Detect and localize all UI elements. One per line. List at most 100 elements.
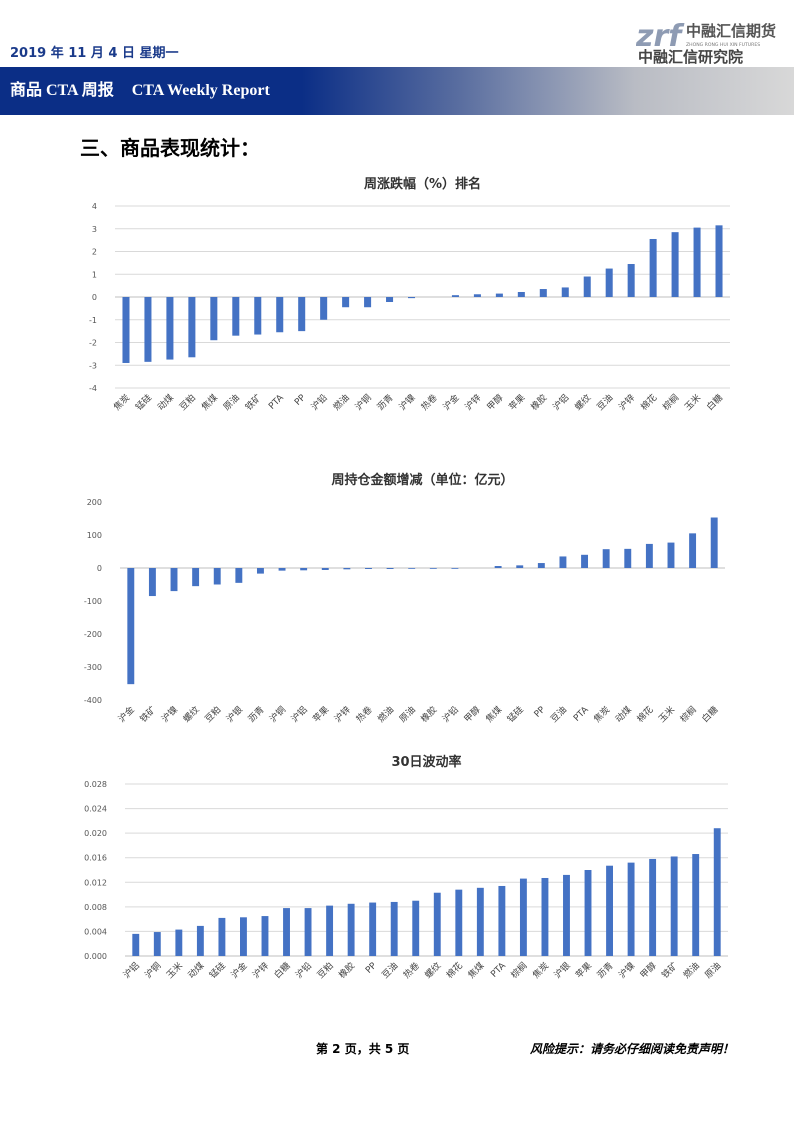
bar (122, 297, 130, 363)
bar (627, 264, 635, 297)
bar (689, 533, 697, 568)
bar (649, 238, 657, 297)
y-tick-label: 0 (92, 293, 97, 302)
category-label: 动煤 (185, 960, 206, 981)
company-logo: zrf 中融汇信期货 ZHONG RONG HUI XIN FUTURES 中融… (636, 19, 776, 64)
bar (715, 225, 723, 297)
y-tick-label: 2 (92, 248, 97, 257)
bar (304, 908, 312, 956)
bar (561, 287, 569, 297)
bar (343, 568, 351, 570)
bar (412, 900, 420, 956)
bar (369, 902, 377, 956)
bar (563, 874, 570, 956)
bar (537, 563, 545, 568)
y-tick-label: 1 (92, 270, 97, 279)
bar (283, 908, 290, 956)
category-label: 螺纹 (572, 392, 593, 413)
bar (581, 554, 589, 568)
category-label: 豆粕 (202, 704, 223, 725)
category-label: 沪银 (224, 704, 245, 725)
position-change-chart: 周持仓金额增减（单位：亿元） 200 100 0 -100 -200 -300 -400 沪金铁… (84, 472, 725, 725)
y-tick-label: -1 (89, 316, 97, 325)
weekly-change-chart: 周涨跌幅（%）排名 4 3 2 1 0 -1 -2 -3 -4 焦炭 锰硅 动煤 豆粕 焦煤 原油 铁矿 PTA P… (89, 176, 730, 413)
category-label: 热卷 (353, 704, 374, 725)
bar (166, 297, 174, 360)
category-label: 甲醇 (638, 960, 659, 981)
category-label: 焦煤 (465, 960, 486, 981)
category-label: 沪铜 (352, 392, 373, 413)
category-label: 热卷 (418, 392, 439, 413)
category-label: 棉花 (638, 392, 659, 413)
category-label: 沪锌 (616, 392, 637, 413)
y-tick-label: -3 (89, 361, 97, 370)
y-tick-label: 100 (87, 531, 102, 540)
category-label: 豆粕 (177, 392, 198, 413)
category-label: 动煤 (613, 704, 634, 725)
section-title: 三、商品表现统计： (80, 136, 260, 160)
bar (256, 568, 264, 574)
category-label: 白糖 (699, 704, 720, 725)
category-label: 燃油 (331, 392, 352, 413)
category-label: 螺纹 (422, 960, 443, 981)
category-label: 沪金 (440, 392, 461, 413)
y-tick-label: -2 (89, 339, 97, 348)
bar (321, 568, 329, 570)
category-label: 沪镍 (616, 960, 637, 981)
category-label: 沪铝 (121, 960, 142, 981)
bar (670, 856, 678, 956)
category-label: 豆粕 (314, 960, 335, 981)
bar (278, 568, 286, 571)
y-tick-label: -300 (84, 663, 102, 672)
bar (605, 268, 613, 297)
y-tick-label: 0.016 (84, 854, 107, 863)
category-label: 锰硅 (505, 704, 526, 725)
category-label: 焦炭 (530, 960, 551, 981)
category-label: 沪镍 (396, 392, 417, 413)
bar (693, 227, 701, 297)
category-label: 铁矿 (137, 704, 158, 725)
category-label: 原油 (397, 704, 418, 725)
category-label: 沪锌 (462, 392, 483, 413)
logo-sub: 中融汇信研究院 (638, 48, 743, 64)
category-label: PP (364, 961, 379, 976)
report-banner: 商品 CTA 周报 CTA Weekly Report (0, 67, 794, 115)
bar (390, 901, 398, 956)
chart-title: 周持仓金额增减（单位：亿元） (331, 472, 513, 488)
bar (170, 568, 178, 592)
bar (494, 566, 502, 568)
category-label: 棉花 (634, 704, 655, 725)
bar (408, 297, 416, 299)
category-label: 豆油 (594, 392, 615, 413)
bar (606, 865, 613, 956)
category-label: 沪锌 (332, 704, 353, 725)
y-tick-label: 0.008 (84, 903, 107, 912)
category-label: 沪金 (228, 960, 249, 981)
chart-title: 周涨跌幅（%）排名 (364, 176, 481, 192)
bar (326, 905, 334, 956)
category-label: 苹果 (506, 392, 527, 413)
bar (559, 556, 567, 568)
category-label: PTA (489, 960, 508, 979)
bar (365, 568, 372, 569)
category-label: 焦炭 (111, 392, 132, 413)
category-label: 沪铅 (309, 392, 330, 413)
category-label: 苹果 (310, 704, 331, 725)
bar (188, 297, 196, 358)
bar (498, 885, 506, 956)
bar (386, 568, 394, 569)
category-label: 橡胶 (336, 960, 357, 981)
y-tick-label: -100 (84, 597, 102, 606)
bar (254, 297, 262, 335)
bar (517, 291, 525, 297)
bar (235, 568, 243, 583)
bar (667, 542, 675, 568)
category-label: 沪镍 (159, 704, 180, 725)
bar (473, 294, 481, 297)
bar (583, 276, 591, 297)
category-label: 沪铜 (267, 704, 288, 725)
category-label: 白糖 (704, 392, 725, 413)
category-label: 沪铅 (293, 960, 314, 981)
y-tick-label: 0.004 (84, 927, 107, 936)
category-label: 螺纹 (181, 704, 202, 725)
